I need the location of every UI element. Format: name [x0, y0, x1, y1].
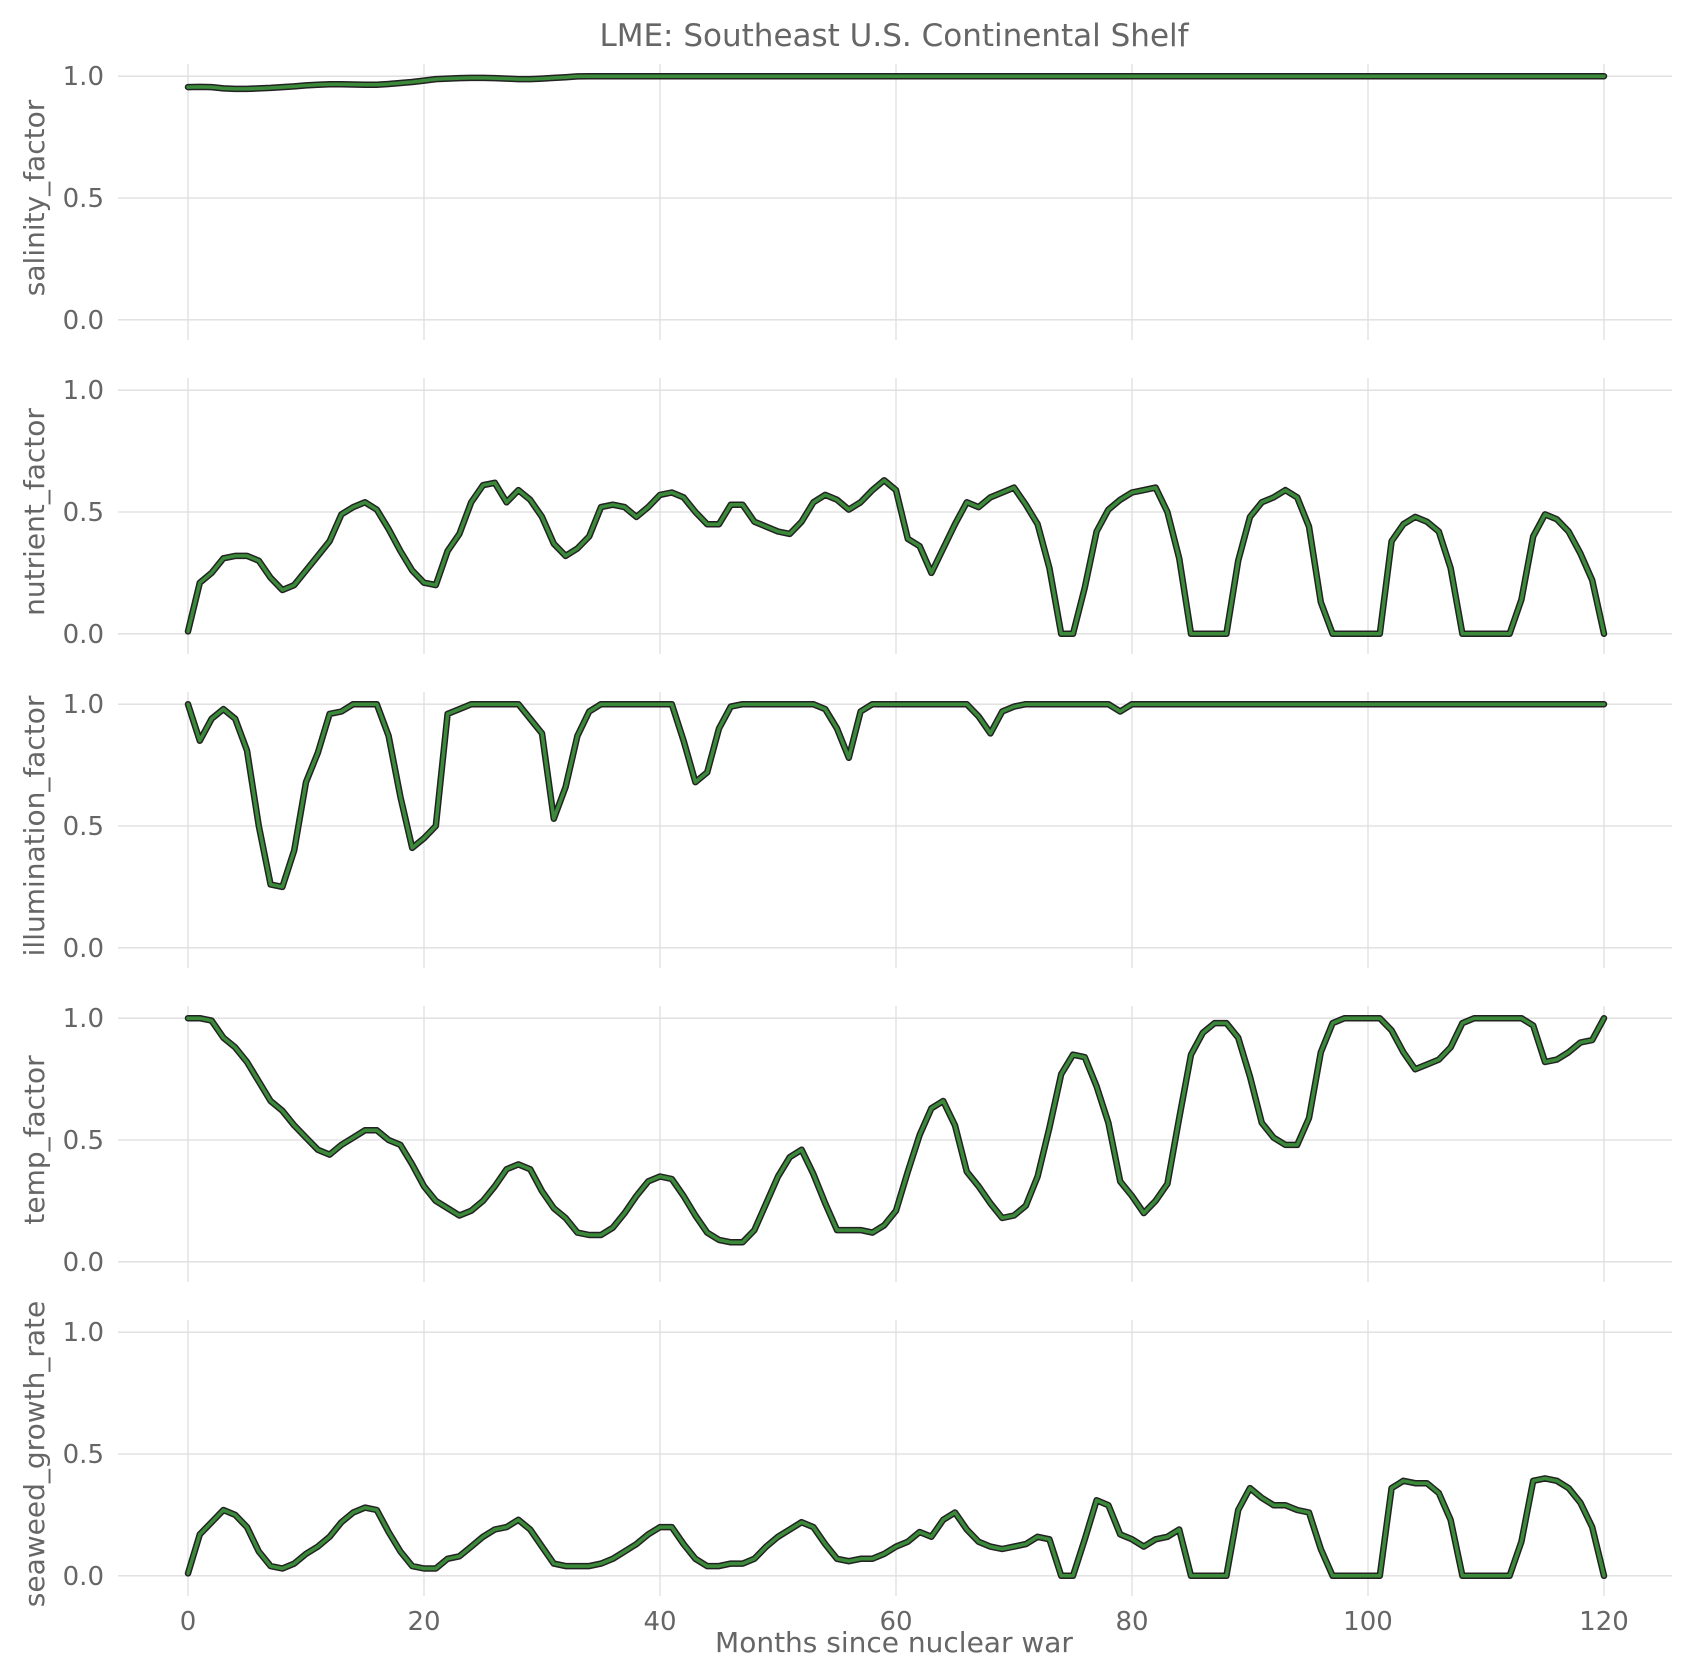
y-tick-label: 1.0 [63, 1004, 104, 1034]
y-tick-label: 0.0 [63, 1248, 104, 1278]
x-tick-label: 80 [1115, 1607, 1148, 1637]
y-tick-label: 0.5 [63, 1126, 104, 1156]
y-tick-label: 0.5 [63, 812, 104, 842]
subplot-5: 0 20 40 60 80 100 120 0.0 0.5 1.0 seaweed_growth_r… [18, 1301, 1672, 1637]
y-axis-label: salinity_factor [18, 99, 51, 296]
x-tick-label: 100 [1343, 1607, 1393, 1637]
y-axis-label: illumination_factor [18, 695, 51, 956]
x-tick-label: 120 [1579, 1607, 1629, 1637]
series-line [186, 1476, 1606, 1578]
subplot-panels: 0.0 0.5 1.0 salinity_factor 0.0 0.5 1.0 nutrien… [18, 62, 1672, 1637]
x-tick-label: 60 [879, 1607, 912, 1637]
x-tick-label: 20 [407, 1607, 440, 1637]
y-tick-label: 0.5 [63, 1440, 104, 1470]
series-line [186, 702, 1606, 889]
y-axis-label: nutrient_factor [18, 408, 51, 616]
x-tick-label: 40 [643, 1607, 676, 1637]
series-line [186, 478, 1606, 636]
series-line [186, 1016, 1606, 1245]
y-tick-label: 0.0 [63, 934, 104, 964]
series-line [186, 74, 1606, 91]
x-axis-label: Months since nuclear war [715, 1626, 1073, 1659]
subplot-2: 0.0 0.5 1.0 nutrient_factor [18, 376, 1672, 654]
subplot-3: 0.0 0.5 1.0 illumination_factor [18, 690, 1672, 968]
y-tick-label: 0.0 [63, 1562, 104, 1592]
y-tick-label: 0.5 [63, 184, 104, 214]
y-tick-label: 1.0 [63, 62, 104, 92]
y-axis-label: temp_factor [18, 1055, 51, 1225]
y-axis-label: seaweed_growth_rate [18, 1301, 51, 1607]
y-tick-label: 1.0 [63, 1318, 104, 1348]
subplot-1: 0.0 0.5 1.0 salinity_factor [18, 62, 1672, 340]
y-tick-label: 1.0 [63, 690, 104, 720]
chart-title: LME: Southeast U.S. Continental Shelf [599, 18, 1189, 54]
y-tick-label: 0.0 [63, 306, 104, 336]
y-tick-label: 0.0 [63, 620, 104, 650]
x-tick-label: 0 [180, 1607, 197, 1637]
subplot-4: 0.0 0.5 1.0 temp_factor [18, 1004, 1672, 1282]
y-tick-label: 1.0 [63, 376, 104, 406]
y-tick-label: 0.5 [63, 498, 104, 528]
